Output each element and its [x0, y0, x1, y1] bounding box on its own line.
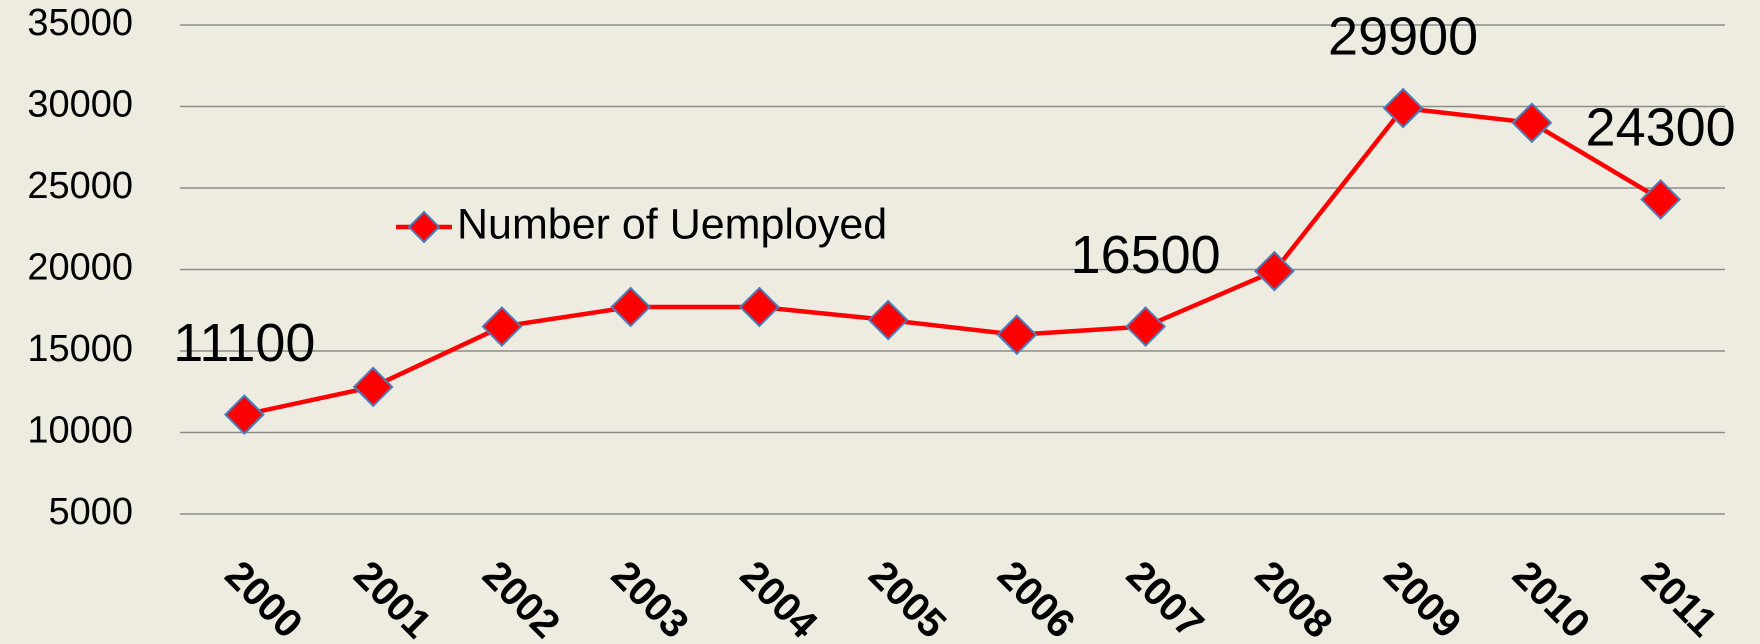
marker — [738, 286, 780, 328]
data-label: 16500 — [1071, 225, 1221, 285]
x-tick-label: 2006 — [989, 553, 1083, 644]
data-label: 24300 — [1586, 98, 1736, 158]
marker — [1382, 87, 1424, 129]
marker — [1511, 102, 1553, 144]
x-tick-label: 2009 — [1375, 553, 1469, 644]
x-tick-label: 2001 — [345, 553, 439, 644]
y-tick-label: 30000 — [27, 84, 133, 126]
marker — [352, 366, 394, 408]
y-tick-label: 15000 — [27, 328, 133, 370]
x-tick-label: 2008 — [1247, 553, 1341, 644]
marker — [996, 314, 1038, 356]
y-tick-label: 35000 — [27, 2, 133, 44]
x-tick-label: 2007 — [1118, 553, 1212, 644]
legend-label: Number of Uemployed — [457, 200, 887, 248]
y-tick-label: 25000 — [27, 165, 133, 207]
y-tick-label: 20000 — [27, 247, 133, 289]
x-tick-label: 2005 — [860, 553, 954, 644]
marker — [1253, 250, 1295, 292]
marker — [481, 306, 523, 347]
marker — [1125, 306, 1167, 347]
marker — [1640, 178, 1682, 220]
marker — [223, 394, 265, 435]
x-tick-label: 2011 — [1633, 553, 1725, 644]
marker — [867, 299, 909, 341]
data-label: 11100 — [173, 313, 315, 373]
line — [243, 105, 1662, 417]
legend-marker — [407, 210, 441, 244]
x-tick-label: 2004 — [732, 553, 827, 644]
x-tick-label: 2010 — [1504, 553, 1598, 644]
x-tick-label: 2003 — [603, 553, 697, 644]
marker — [610, 286, 652, 328]
x-tick-label: 2002 — [474, 553, 568, 644]
data-label: 29900 — [1328, 6, 1478, 66]
x-tick-label: 2000 — [217, 553, 311, 644]
y-tick-label: 5000 — [48, 491, 133, 533]
y-tick-label: 10000 — [27, 410, 133, 452]
